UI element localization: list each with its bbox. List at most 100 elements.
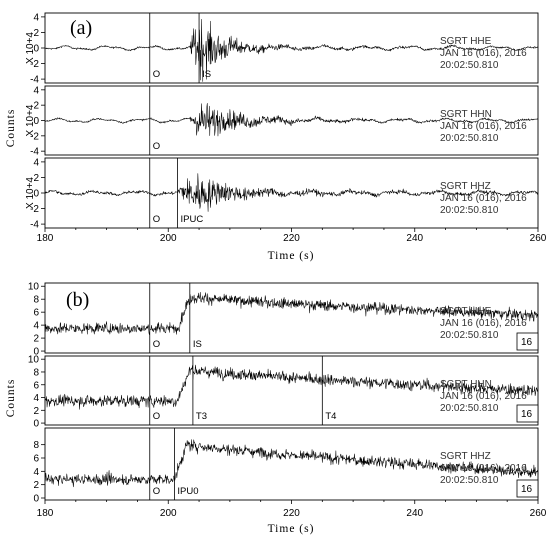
waveform [44,292,539,335]
waveform [44,173,539,212]
y-tick-label: 4 [33,85,39,96]
phase-pick-label: IS [193,339,202,350]
x-tick-label: 180 [37,233,54,244]
x-tick-label: 220 [283,508,300,519]
y-tick-label: -2 [30,131,39,142]
station-label: SGRT HHZ [440,181,491,192]
waveform [44,103,538,137]
phase-pick-label: T3 [196,411,207,422]
time-label: 20:02:50.810 [440,403,499,414]
trace-frame [44,355,539,426]
time-label: 20:02:50.810 [440,133,499,144]
x-tick-label: 260 [530,508,547,519]
y-tick-label: 0 [33,419,39,430]
y-tick-label: -2 [30,204,39,215]
panel-a-label: (a) [70,17,92,39]
waveform [44,18,539,82]
phase-pick-label: O [153,214,160,225]
y-tick-label: 0 [33,347,39,358]
phase-pick-label: O [153,69,160,80]
y-tick-label: 0 [33,494,39,505]
y-tick-label: 2 [33,480,39,491]
phase-pick-label: O [153,411,160,422]
y-tick-label: 8 [33,440,39,451]
y-tick-label: -4 [30,147,39,158]
y-tick-label: 6 [33,380,39,391]
amplitude-multiplier: X 10+4 [25,32,36,64]
waveform [44,439,539,488]
channel-box-label: 16 [521,409,533,420]
channel-box-label: 16 [521,337,533,348]
panel-b-y-axis-label: Counts [5,379,17,418]
x-tick-label: 240 [406,508,423,519]
time-label: 20:02:50.810 [440,60,499,71]
y-tick-label: 0 [33,44,39,55]
x-tick-label: 220 [283,233,300,244]
y-tick-label: 2 [33,28,39,39]
channel-box [516,404,539,423]
y-tick-label: -4 [30,220,39,231]
station-label: SGRT HHE [440,36,492,47]
amplitude-multiplier: X 10+4 [25,177,36,209]
x-tick-label: 200 [160,508,177,519]
x-tick-label: 260 [530,233,547,244]
y-tick-label: 4 [33,321,39,332]
y-tick-label: 2 [33,334,39,345]
phase-pick-label: IS [202,69,211,80]
y-tick-label: 6 [33,454,39,465]
time-label: 20:02:50.810 [440,330,499,341]
panel-a-y-axis-label: Counts [5,109,17,148]
phase-pick-label: IPU0 [177,486,198,497]
phase-pick-label: O [153,339,160,350]
y-tick-label: 2 [33,406,39,417]
date-label: JAN 16 (016), 2016 [440,463,527,474]
x-tick-label: 240 [406,233,423,244]
phase-pick-label: IPUC [180,214,203,225]
date-label: JAN 16 (016), 2016 [440,318,527,329]
y-tick-label: 6 [33,308,39,319]
panel-a: (a) Counts Time (s) 4 2 0 -2 -4 X 10+4 O IS SGRT… [5,12,547,262]
date-label: JAN 16 (016), 2016 [440,48,527,59]
y-tick-label: 10 [28,355,40,366]
y-tick-label: 10 [28,282,40,293]
channel-box [516,479,539,498]
panel-a-x-axis-label: Time (s) [268,250,315,262]
y-tick-label: -2 [30,59,39,70]
date-label: JAN 16 (016), 2016 [440,121,527,132]
date-label: JAN 16 (016), 2016 [440,391,527,402]
y-tick-label: 4 [33,157,39,168]
date-label: JAN 16 (016), 2016 [440,193,527,204]
time-label: 20:02:50.810 [440,205,499,216]
y-tick-label: 0 [33,189,39,200]
time-label: 20:02:50.810 [440,475,499,486]
y-tick-label: 4 [33,393,39,404]
y-tick-label: 4 [33,12,39,23]
panel-b-x-axis-label: Time (s) [268,523,315,535]
y-tick-label: 0 [33,116,39,127]
panel-b-label: (b) [66,289,89,311]
y-tick-label: 4 [33,467,39,478]
trace-frame [44,282,539,354]
station-label: SGRT HHN [440,379,492,390]
station-label: SGRT HHE [440,306,492,317]
amplitude-multiplier: X 10+4 [25,104,36,136]
channel-box-label: 16 [521,484,533,495]
y-tick-label: 8 [33,295,39,306]
channel-box [516,332,539,351]
y-tick-label: -4 [30,75,39,86]
x-tick-label: 200 [160,233,177,244]
station-label: SGRT HHN [440,109,492,120]
station-label: SGRT HHZ [440,451,491,462]
x-tick-label: 180 [37,508,54,519]
phase-pick-label: O [153,486,160,497]
waveform [44,364,539,410]
